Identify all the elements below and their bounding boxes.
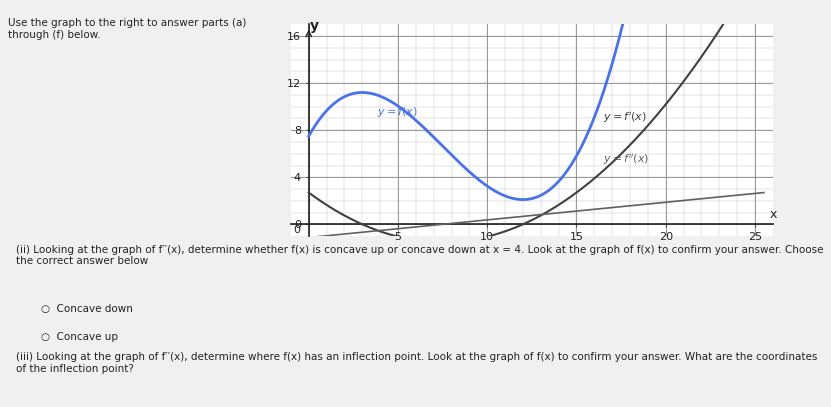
Text: y: y <box>310 19 318 33</box>
Text: $y=f(x)$: $y=f(x)$ <box>376 105 417 119</box>
Text: ○  Concave up: ○ Concave up <box>41 332 118 342</box>
Text: Use the graph to the right to answer parts (a)
through (f) below.: Use the graph to the right to answer par… <box>8 18 247 39</box>
Text: 0: 0 <box>293 225 300 234</box>
Text: (iii) Looking at the graph of f′′(x), determine where f(x) has an inflection poi: (iii) Looking at the graph of f′′(x), de… <box>17 352 818 374</box>
Text: x: x <box>770 208 776 221</box>
Text: $y=f'(x)$: $y=f'(x)$ <box>603 110 647 125</box>
Text: $y=f''(x)$: $y=f''(x)$ <box>603 153 649 167</box>
Text: ○  Concave down: ○ Concave down <box>41 304 133 315</box>
Text: (ii) Looking at the graph of f′′(x), determine whether f(x) is concave up or con: (ii) Looking at the graph of f′′(x), det… <box>17 245 824 266</box>
